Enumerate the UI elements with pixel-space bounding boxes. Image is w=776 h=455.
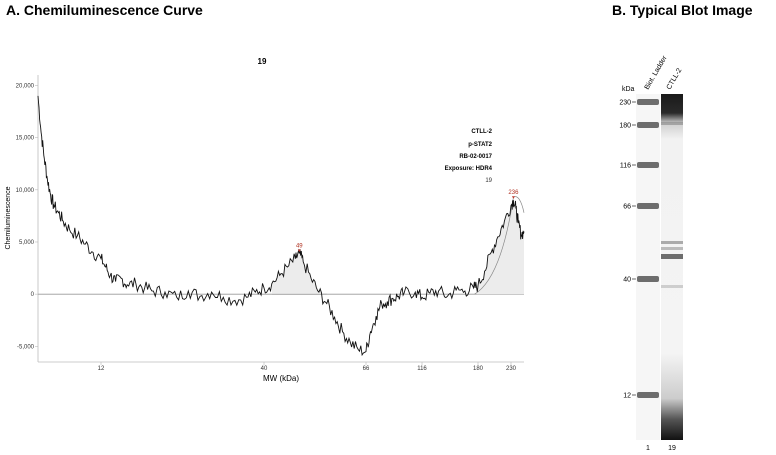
marker-label: 12 — [623, 393, 631, 400]
annotation-antibody: RB-02-0017 — [459, 154, 492, 160]
x-tick-label: 180 — [473, 366, 484, 372]
x-tick-label: 40 — [261, 366, 268, 372]
lane-sample — [661, 94, 683, 440]
annotation-lane: 19 — [485, 178, 492, 184]
marker-label: 230 — [619, 100, 631, 107]
x-tick-label: 66 — [363, 366, 370, 372]
panel-b-title: B. Typical Blot Image — [612, 2, 753, 18]
marker-label: 66 — [623, 204, 631, 211]
ladder-band — [637, 203, 659, 209]
chart-title: 19 — [258, 57, 267, 66]
marker-label: 40 — [623, 277, 631, 284]
sample-bands — [661, 122, 683, 288]
peak-marker — [297, 249, 301, 252]
y-tick-label: 20,000 — [16, 83, 35, 89]
blot-image: kDa Biot. Ladder CTLL-2 230180116664012 … — [619, 54, 683, 452]
chemiluminescence-chart: 19 20,000 15,000 10,000 5,000 0 -5,000 12 40 66… — [5, 57, 525, 383]
y-tick-labels: 20,000 15,000 10,000 5,000 0 -5,000 — [16, 83, 38, 350]
peak-marker — [511, 196, 515, 199]
ladder-band — [637, 162, 659, 168]
ladder-band — [637, 392, 659, 398]
x-tick-label: 116 — [417, 366, 427, 372]
peak-label: 236 — [508, 190, 519, 196]
y-tick-label: -5,000 — [17, 344, 35, 350]
marker-label: 116 — [620, 163, 631, 170]
sample-band — [661, 241, 683, 244]
marker-label: 180 — [619, 123, 631, 130]
y-axis-label: Chemiluminescence — [5, 186, 12, 249]
sample-band — [661, 285, 683, 288]
x-axis-label: MW (kDa) — [263, 374, 299, 383]
ladder-band — [637, 122, 659, 128]
peak-236-area — [476, 200, 524, 295]
ladder-band — [637, 276, 659, 282]
y-tick-label: 10,000 — [16, 188, 35, 194]
panel-a-title: A. Chemiluminescence Curve — [6, 2, 203, 18]
x-tick-labels: 12 40 66 116 180 230 — [98, 362, 517, 372]
y-tick-label: 0 — [31, 292, 35, 298]
x-tick-label: 230 — [506, 366, 517, 372]
series-line — [37, 95, 525, 357]
lane-number-sample: 19 — [668, 445, 676, 452]
peak-markers: 49 236 — [296, 190, 519, 252]
annotation-exposure: Exposure: HDR4 — [445, 166, 493, 172]
annotation-target: p-STAT2 — [468, 142, 492, 148]
ladder-bands — [637, 99, 659, 398]
kda-label: kDa — [622, 86, 635, 93]
peak-label: 49 — [296, 243, 303, 249]
sample-band — [661, 247, 683, 250]
sample-band — [661, 254, 683, 259]
lane-header-ladder: Biot. Ladder — [644, 54, 669, 91]
y-tick-label: 5,000 — [19, 240, 35, 246]
lane-number-ladder: 1 — [646, 445, 650, 452]
ladder-band — [637, 99, 659, 105]
lane-header-sample: CTLL-2 — [666, 67, 684, 91]
sample-band — [661, 122, 683, 125]
annotation-sample: CTLL-2 — [471, 129, 492, 135]
y-tick-label: 15,000 — [16, 136, 35, 142]
x-tick-label: 12 — [98, 366, 105, 372]
marker-labels: 230 180 116 66 40 12 — [619, 100, 636, 400]
lane-ladder — [636, 94, 660, 440]
peak-49-area — [271, 249, 327, 295]
